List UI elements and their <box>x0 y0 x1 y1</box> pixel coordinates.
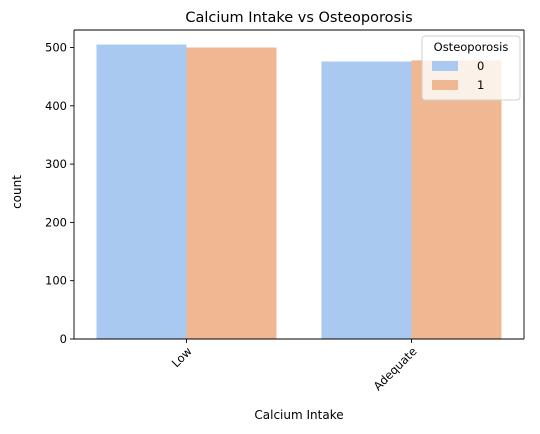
x-tick-label: Low <box>169 344 195 370</box>
legend-label-series-0: 0 <box>477 59 484 73</box>
legend-label-series-1: 1 <box>477 78 484 92</box>
bar-adequate-series-1 <box>411 60 502 339</box>
legend: Osteoporosis 0 1 <box>421 35 521 101</box>
y-tick-label: 500 <box>45 40 67 54</box>
y-tick-label: 300 <box>45 157 67 171</box>
bar-adequate-series-0 <box>321 61 412 339</box>
plot-area: 0 100 200 300 400 500 Low Adequate <box>45 29 525 393</box>
legend-swatch-series-1 <box>432 80 458 90</box>
legend-title: Osteoporosis <box>434 40 509 54</box>
x-tick-label: Adequate <box>371 344 420 393</box>
bar-low-series-1 <box>186 47 277 340</box>
y-tick-label: 200 <box>45 215 67 229</box>
y-tick-label: 100 <box>45 274 67 288</box>
legend-swatch-series-0 <box>432 61 458 71</box>
bar-low-series-0 <box>96 44 187 339</box>
y-axis-label: count <box>10 175 24 209</box>
y-tick-label: 400 <box>45 99 67 113</box>
chart-title: Calcium Intake vs Osteoporosis <box>185 10 412 26</box>
y-tick-label: 0 <box>60 332 67 346</box>
x-axis-label: Calcium Intake <box>254 408 343 422</box>
